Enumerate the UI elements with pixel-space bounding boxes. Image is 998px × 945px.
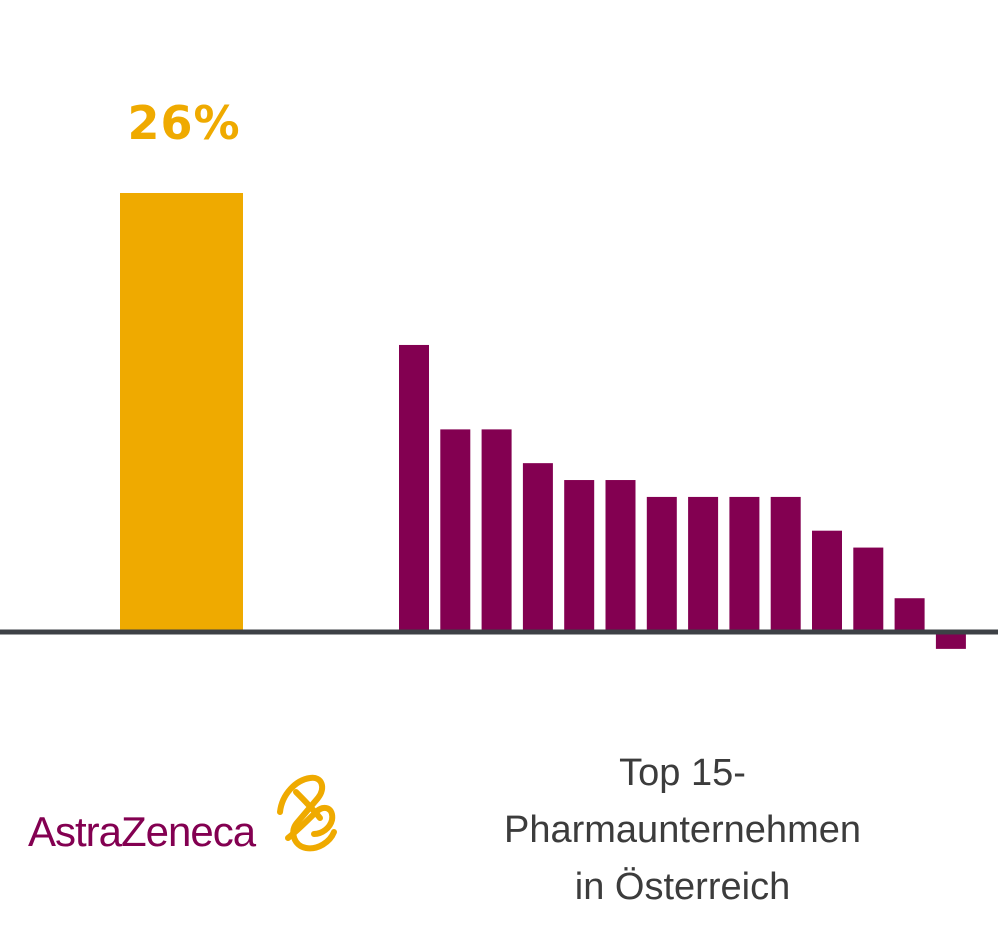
comparison-bar xyxy=(853,547,884,632)
caption-line-1: Top 15- xyxy=(619,752,746,794)
comparison-bar xyxy=(812,530,842,632)
comparison-caption: Top 15- Pharmaunternehmen in Österreich xyxy=(440,745,925,916)
caption-line-2: Pharmaunternehmen xyxy=(504,809,861,851)
astrazeneca-symbol-icon xyxy=(277,774,337,852)
comparison-bar xyxy=(440,429,471,632)
highlight-value-label: 26% xyxy=(127,96,241,150)
comparison-bar xyxy=(399,344,429,632)
logo-wordmark: AstraZeneca xyxy=(28,808,256,855)
astrazeneca-bar xyxy=(120,193,243,632)
caption-line-3: in Österreich xyxy=(574,866,791,908)
comparison-bar xyxy=(770,496,801,632)
comparison-bar xyxy=(522,463,553,632)
bars-group xyxy=(120,193,966,649)
comparison-bar xyxy=(729,496,760,632)
comparison-bar xyxy=(605,480,636,632)
comparison-bar xyxy=(646,496,677,632)
comparison-bar xyxy=(894,598,925,632)
comparison-bar xyxy=(688,496,719,632)
comparison-bar xyxy=(481,429,512,632)
comparison-bar xyxy=(564,480,595,632)
comparison-bar xyxy=(935,632,966,649)
astrazeneca-logo: AstraZeneca xyxy=(28,772,348,862)
